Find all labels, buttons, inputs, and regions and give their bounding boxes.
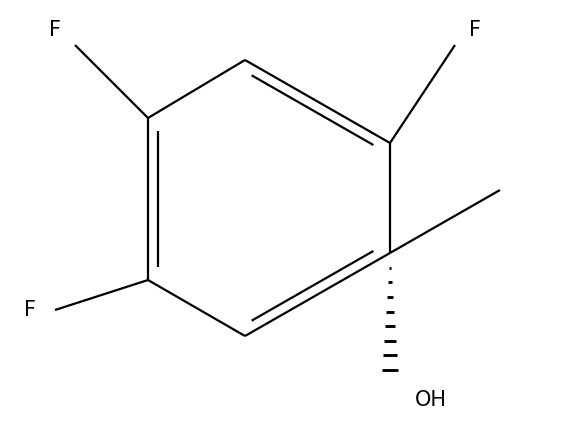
Text: F: F — [469, 20, 481, 40]
Text: OH: OH — [415, 390, 447, 410]
Text: F: F — [24, 300, 36, 320]
Text: F: F — [49, 20, 61, 40]
